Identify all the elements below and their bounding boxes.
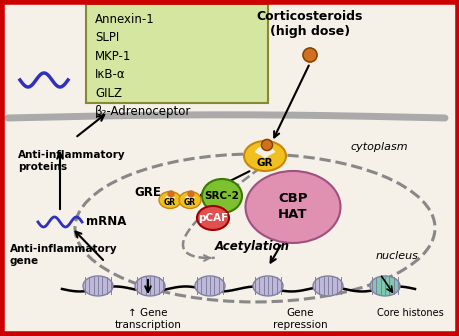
Text: ↑ Gene
transcription: ↑ Gene transcription <box>114 308 181 330</box>
Text: Acetylation: Acetylation <box>214 241 289 253</box>
Circle shape <box>261 139 272 151</box>
Text: Anti-inflammatory
proteins: Anti-inflammatory proteins <box>18 150 125 172</box>
Wedge shape <box>185 195 195 201</box>
Text: pCAF: pCAF <box>197 213 228 223</box>
Ellipse shape <box>83 276 113 296</box>
Wedge shape <box>164 195 175 201</box>
Ellipse shape <box>159 192 180 208</box>
Ellipse shape <box>312 276 342 296</box>
Ellipse shape <box>179 192 201 208</box>
Ellipse shape <box>202 179 241 213</box>
Text: nucleus: nucleus <box>374 251 417 261</box>
Text: HAT: HAT <box>278 208 307 221</box>
Ellipse shape <box>243 141 285 171</box>
Circle shape <box>302 48 316 62</box>
Text: SRC-2: SRC-2 <box>204 191 239 201</box>
Text: GRE: GRE <box>134 186 161 200</box>
Ellipse shape <box>134 276 165 296</box>
Text: Gene
repression: Gene repression <box>272 308 327 330</box>
FancyBboxPatch shape <box>86 4 268 103</box>
Text: GR: GR <box>184 199 196 207</box>
Text: mRNA: mRNA <box>86 215 126 228</box>
Text: Corticosteroids
(high dose): Corticosteroids (high dose) <box>256 10 363 38</box>
Wedge shape <box>254 146 275 158</box>
Ellipse shape <box>252 276 282 296</box>
Ellipse shape <box>245 171 340 243</box>
Text: GR: GR <box>163 199 176 207</box>
Ellipse shape <box>196 206 229 230</box>
Text: CBP: CBP <box>278 193 307 206</box>
Text: GR: GR <box>256 158 273 168</box>
Text: Annexin-1
SLPI
MKP-1
IκB-α
GILZ
β₂-Adrenoceptor: Annexin-1 SLPI MKP-1 IκB-α GILZ β₂-Adren… <box>95 13 191 119</box>
Text: cytoplasm: cytoplasm <box>350 142 407 152</box>
Ellipse shape <box>369 276 399 296</box>
Text: Anti-inflammatory
gene: Anti-inflammatory gene <box>10 244 118 266</box>
Circle shape <box>188 191 194 197</box>
Text: Core histones: Core histones <box>376 308 442 318</box>
Ellipse shape <box>195 276 224 296</box>
Circle shape <box>168 191 174 197</box>
